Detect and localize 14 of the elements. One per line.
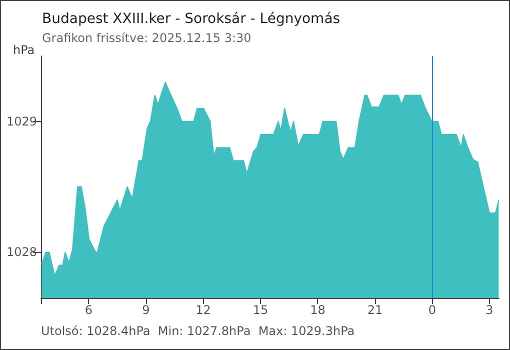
text: Utolsó: 1028.4hPa Min: 1027.8hPa Max: 1029.3hPa [41,324,355,338]
x-tick-label: 15 [252,303,268,317]
chart-title: Budapest XXIII.ker - Soroksár - Légnyomás [42,11,340,27]
x-tick-label: 18 [310,303,326,317]
chart-subtitle: Grafikon frissítve: 2025.12.15 3:30 [42,31,252,45]
x-tick-label: 21 [367,303,383,317]
x-tick-label: 3 [486,303,494,317]
x-tick-label: 6 [84,303,93,317]
x-tick-label: 9 [142,303,150,317]
y-tick-label: 1028 [6,245,37,260]
y-tick-label: 1029 [6,114,37,128]
x-tick-label: 12 [196,303,211,317]
x-tick-label: 0 [428,303,436,317]
y-axis-title: hPa [13,43,35,57]
